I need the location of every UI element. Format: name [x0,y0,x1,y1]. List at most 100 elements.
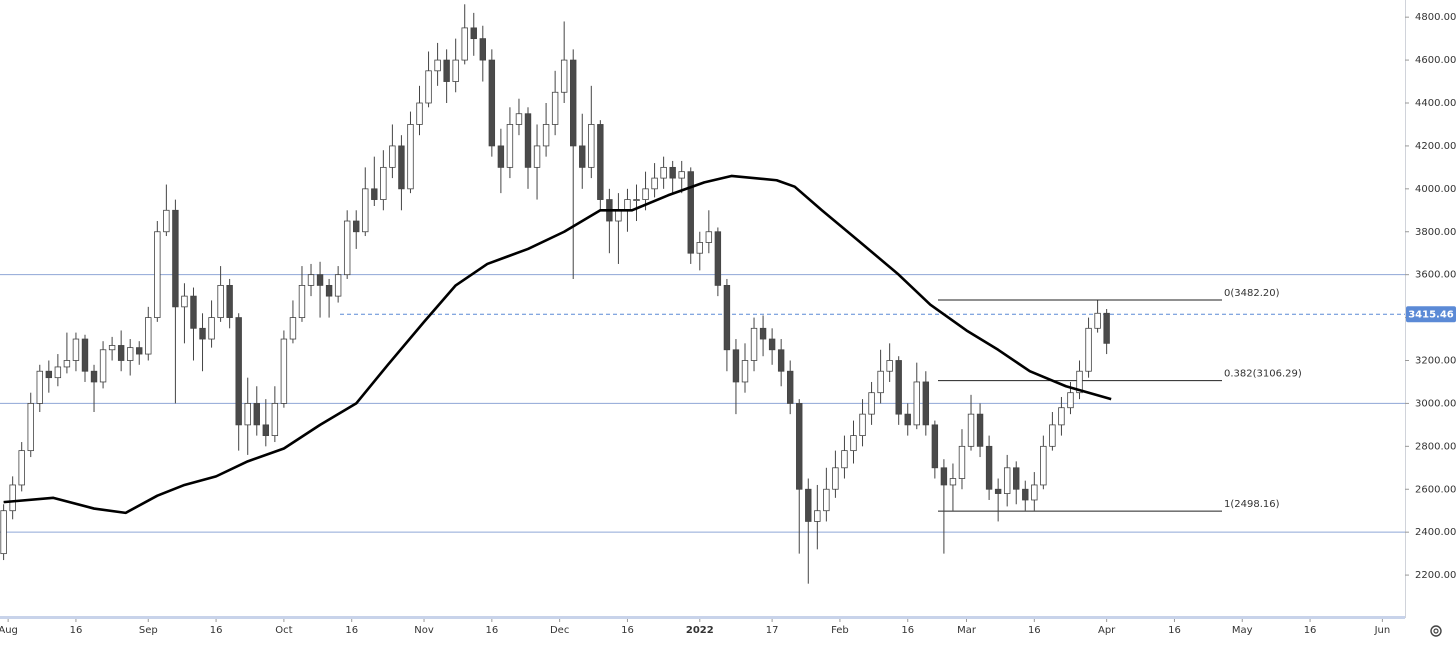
candle-body [461,27,468,61]
candle-body [316,274,324,286]
candle-body [768,338,776,351]
candle-body [967,413,975,447]
candle-body [886,360,893,372]
x-tick-label: Nov [414,625,434,636]
candle-body [642,188,649,200]
candle-body [1076,370,1083,394]
candle-body [163,209,170,233]
candle-body [940,467,948,486]
y-tick-label: 4000.00 [1415,184,1456,195]
candle-body [371,188,378,200]
y-tick-label: 2400.00 [1415,527,1456,538]
candle-body [1031,484,1038,501]
x-tick-label: 16 [901,625,914,636]
candle-body [597,124,604,200]
last-price-badge [1406,306,1456,323]
x-tick-label: Apr [1098,625,1116,636]
candle-body [488,59,496,147]
x-tick-label: Jun [1374,625,1391,636]
x-tick-label: Dec [550,625,569,636]
candle-body [470,27,477,40]
candle-body [307,274,315,286]
candle-body [145,317,152,355]
candle-body [325,284,333,297]
candle-body [669,166,676,179]
x-tick-label: 16 [345,625,358,636]
x-tick-label: Sep [139,625,158,636]
candle-body [877,370,884,394]
y-tick-label: 3000.00 [1415,398,1456,409]
settings-icon[interactable] [1430,625,1442,637]
candle-body [714,231,722,286]
y-tick-label: 4800.00 [1415,12,1456,23]
candle-body [904,413,911,426]
candle-body [579,145,586,168]
candle-body [1058,407,1065,426]
candle-body [90,370,98,383]
y-tick-label: 2600.00 [1415,484,1456,495]
x-tick-label: May [1232,625,1253,636]
candle-body [1085,327,1092,372]
candle-body [45,370,53,379]
candle-body [551,91,559,125]
candle-body [154,231,161,318]
candle-body [117,345,125,361]
candle-body [660,166,667,179]
candle-body [334,274,342,297]
candle-body [1013,467,1020,490]
plot-area [0,4,1405,584]
candle-body [678,171,685,179]
candle-body [208,317,215,340]
candle-body [859,413,866,437]
candle-body [705,231,713,243]
y-tick-label: 4400.00 [1415,98,1456,109]
candle-body [1103,312,1110,344]
fib-label: 0(3482.20) [1224,288,1280,299]
candle-body [217,284,224,318]
candle-body [1022,488,1029,501]
x-tick-label: 16 [1304,625,1317,636]
y-tick-label: 3800.00 [1415,227,1456,238]
x-tick-label: 16 [1168,625,1181,636]
candle-body [759,327,767,340]
candle-body [280,338,288,404]
candle-body [362,188,369,233]
candle-body [244,403,251,426]
candle-body [18,450,25,486]
y-tick-label: 2200.00 [1415,570,1456,581]
time-axis-border [0,616,1405,619]
candle-body [425,70,432,104]
candle-body [949,478,957,486]
candle-body [1067,392,1074,409]
candle-body [479,38,487,61]
candle-body [0,510,7,555]
candle-body [172,209,179,308]
candle-body [524,113,532,168]
moving-average [3,174,1112,515]
candle-body [54,366,62,379]
x-tick-label: Aug [0,625,18,636]
candle-body [777,349,785,372]
candle-body [126,347,134,361]
candle-body [985,445,993,490]
x-tick-label: 17 [766,625,779,636]
candle-body [624,199,631,211]
candle-body [958,445,966,479]
candle-body [922,381,930,426]
x-tick-label: 16 [485,625,498,636]
candle-body [271,403,279,437]
candle-body [570,59,577,147]
candle-body [72,338,80,361]
candle-body [633,199,640,201]
candle-body [1040,445,1047,486]
candle-body [868,392,875,415]
candle-body [380,166,387,200]
candle-body [850,435,857,452]
candle-body [9,484,16,512]
candle-body [732,349,740,383]
candle-body [895,360,902,415]
candle-body [416,102,423,125]
x-tick-label: Oct [275,625,292,636]
candle-body [497,145,505,168]
